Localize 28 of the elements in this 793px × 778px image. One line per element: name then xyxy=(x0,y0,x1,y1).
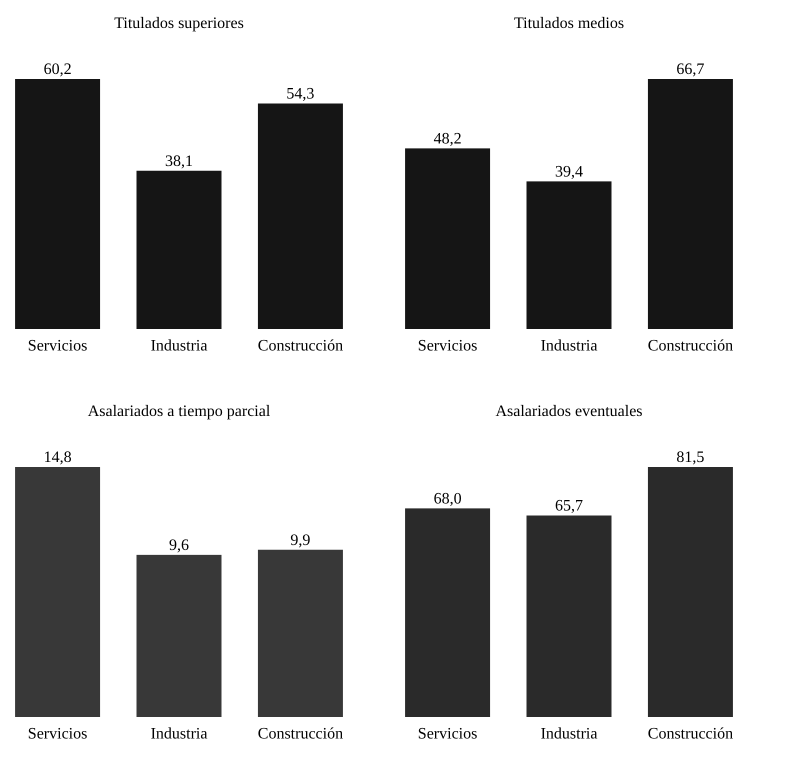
x-tick-label: Servicios xyxy=(28,726,88,742)
data-label: 9,6 xyxy=(169,536,189,554)
x-tick-label: Construcción xyxy=(648,726,734,742)
x-tick-label: Industria xyxy=(540,338,598,354)
chart-title: Asalariados eventuales xyxy=(495,403,643,420)
chart-title: Titulados medios xyxy=(514,15,624,32)
x-tick-label: Construcción xyxy=(258,726,344,742)
data-label: 48,2 xyxy=(434,130,462,148)
data-label: 60,2 xyxy=(44,61,72,78)
data-label: 68,0 xyxy=(434,490,462,508)
data-label: 9,9 xyxy=(290,532,310,549)
data-label: 38,1 xyxy=(165,152,193,170)
data-label: 81,5 xyxy=(676,449,704,466)
chart-title: Titulados superiores xyxy=(114,15,244,32)
data-label: 39,4 xyxy=(555,163,583,180)
x-tick-label: Servicios xyxy=(418,726,478,742)
data-label: 54,3 xyxy=(286,86,314,102)
data-label: 14,8 xyxy=(44,449,72,466)
x-tick-label: Industria xyxy=(150,338,208,354)
x-tick-label: Servicios xyxy=(28,338,88,354)
x-tick-label: Servicios xyxy=(418,338,478,354)
x-tick-label: Construcción xyxy=(648,338,734,354)
x-tick-label: Industria xyxy=(150,726,208,742)
data-label: 65,7 xyxy=(555,497,583,514)
data-label: 66,7 xyxy=(676,61,704,78)
chart-title: Asalariados a tiempo parcial xyxy=(88,403,271,420)
x-tick-label: Industria xyxy=(540,726,598,742)
x-tick-label: Construcción xyxy=(258,338,344,354)
